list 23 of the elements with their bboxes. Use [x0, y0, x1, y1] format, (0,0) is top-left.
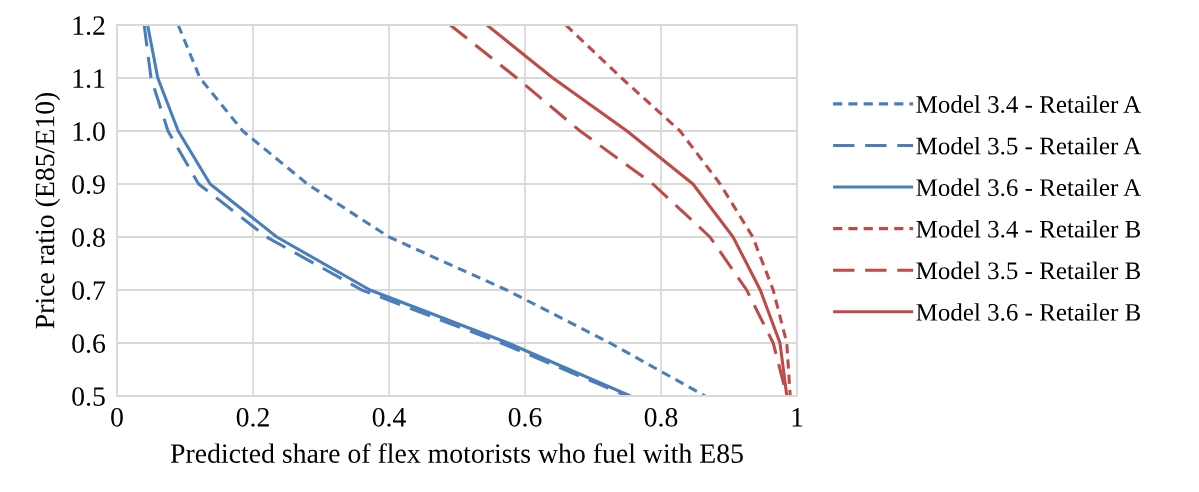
y-tick-label: 1.1: [73, 69, 105, 89]
x-tick-label: 0.6: [508, 407, 542, 427]
y-tick-label: 0.9: [72, 175, 105, 195]
x-tick-label: 1: [792, 408, 803, 427]
legend-label: Model 3.6 - Retailer A: [916, 178, 1142, 197]
line-series: [176, 25, 707, 396]
legend-label: Model 3.5 - Retailer B: [916, 261, 1141, 280]
legend-label: Model 3.6 - Retailer B: [916, 303, 1141, 321]
x-axis-title: Predicted share of flex motorists who fuel with E85: [170, 443, 743, 463]
legend-label: Model 3.4 - Retailer B: [916, 220, 1141, 238]
x-tick-label: 0.2: [236, 407, 269, 427]
legend-label: Model 3.5 - Retailer A: [916, 136, 1142, 155]
y-tick-label: 0.8: [72, 228, 105, 248]
y-axis-title: Price ratio (E85/E10): [34, 92, 61, 329]
y-tick-label: 0.6: [72, 334, 106, 354]
y-tick-label: 1.0: [73, 122, 105, 142]
x-tick-label: 0.4: [372, 407, 406, 427]
legend-label: Model 3.4 - Retailer A: [916, 95, 1142, 114]
x-tick-label: 0: [111, 407, 123, 427]
y-tick-label: 0.5: [72, 387, 105, 407]
x-tick-label: 0.8: [644, 407, 678, 427]
y-tick-label: 1.2: [73, 16, 105, 36]
y-tick-label: 0.7: [72, 281, 106, 301]
